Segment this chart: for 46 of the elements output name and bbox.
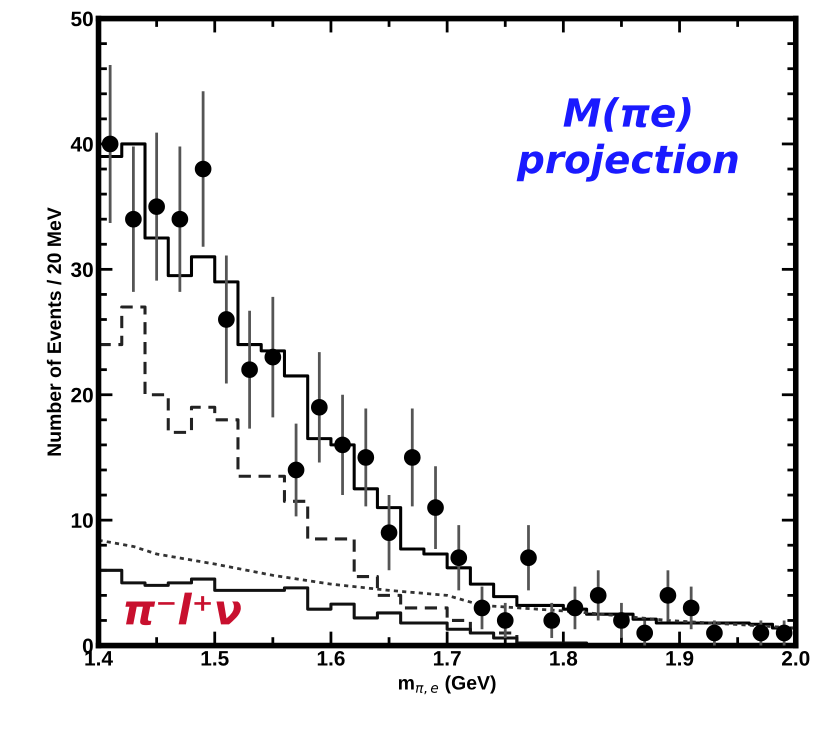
y-tick-label: 30 (70, 262, 93, 278)
y-tick-label: 20 (71, 388, 93, 402)
point (241, 361, 258, 378)
point (520, 549, 537, 566)
annotation: M(πe) projection (516, 97, 738, 182)
point (102, 136, 118, 152)
point (427, 499, 444, 516)
x-axis-title: m$_{π,e}$ (GeV) (398, 675, 496, 694)
point (706, 624, 723, 642)
point (776, 624, 792, 642)
point (496, 612, 514, 629)
x-tick-label: 1.7 (434, 651, 461, 666)
annotation: π⁻l⁺ν (125, 592, 241, 626)
x-tick-label: 1.6 (318, 650, 345, 666)
point (590, 587, 607, 604)
point (613, 612, 630, 629)
y-tick-label: 50 (71, 12, 93, 26)
point (404, 449, 421, 466)
point (682, 600, 700, 616)
point (752, 624, 770, 642)
point (357, 449, 374, 466)
x-tick-label: 1.8 (550, 650, 578, 666)
y-axis-title: Number of Events / 20 MeV (46, 207, 62, 456)
point (218, 311, 235, 328)
x-tick-label: 1.4 (85, 651, 113, 666)
point (660, 587, 676, 604)
x-tick-label: 1.5 (202, 651, 229, 666)
line-series (98, 538, 796, 630)
point (172, 210, 188, 228)
point (380, 524, 398, 542)
point (125, 210, 142, 228)
x-tick-label: 2.0 (782, 650, 810, 666)
x-tick-label: 1.9 (666, 650, 694, 666)
point (636, 624, 654, 642)
point (148, 198, 165, 215)
point (450, 549, 468, 566)
point (543, 612, 560, 629)
point (334, 436, 351, 454)
point (566, 600, 584, 616)
point (288, 462, 304, 478)
y-tick-label: 10 (72, 513, 93, 528)
y-tick-label: 40 (70, 136, 93, 152)
point (194, 160, 212, 178)
point (474, 600, 490, 616)
point (264, 348, 282, 366)
point (310, 398, 328, 416)
